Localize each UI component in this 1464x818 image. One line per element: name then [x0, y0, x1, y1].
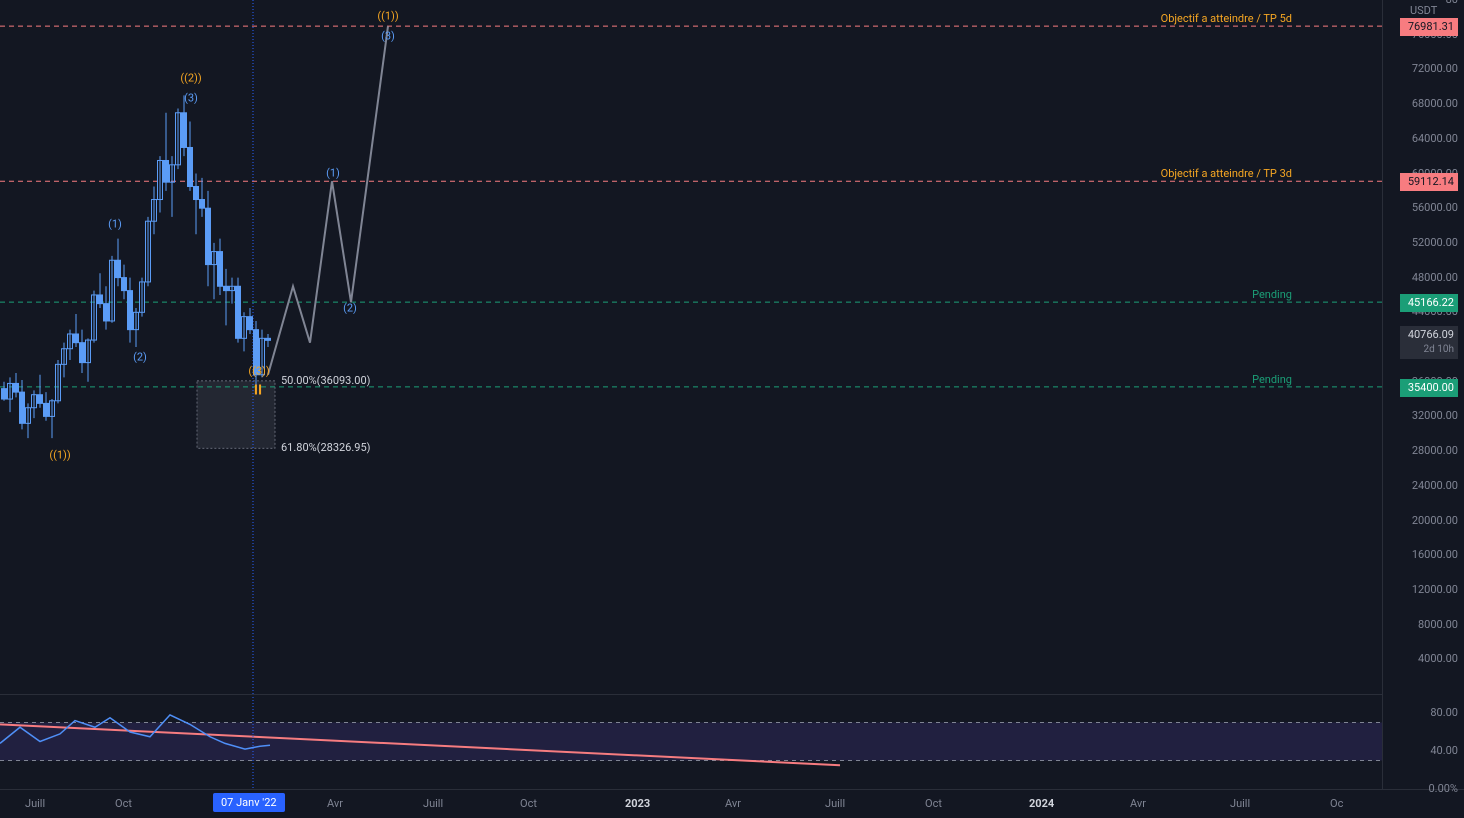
time-tick: Avr [725, 797, 741, 810]
indicator-tick: 0.00% [1428, 782, 1458, 795]
price-tick: 80 [1446, 0, 1458, 6]
price-axis[interactable]: 4000.00 8000.00 12000.00 16000.00 20000.00 24… [1382, 0, 1464, 694]
price-tick: 20000.00 [1412, 514, 1458, 527]
indicator-tick: 40.00 [1430, 744, 1458, 757]
price-tick: 72000.00 [1412, 62, 1458, 75]
price-tick: 4000.00 [1418, 652, 1458, 665]
svg-text:II: II [254, 383, 262, 399]
price-tag: 40766.092d 10h [1400, 326, 1458, 359]
time-tick: Avr [327, 797, 343, 810]
price-tag: 59112.14 [1400, 173, 1458, 191]
time-tick: Juill [423, 797, 443, 810]
price-tick: 12000.00 [1412, 583, 1458, 596]
price-tick: 8000.00 [1418, 618, 1458, 631]
time-tick: Juill [1230, 797, 1250, 810]
price-tick: 52000.00 [1412, 236, 1458, 249]
time-tick: Oct [520, 797, 537, 810]
currency-badge: USDT [1406, 3, 1441, 18]
time-tick: Oct [925, 797, 942, 810]
time-tick-active: 07 Janv '22 [213, 793, 285, 812]
price-tick: 32000.00 [1412, 409, 1458, 422]
indicator-pane[interactable] [0, 694, 1382, 789]
price-tick: 24000.00 [1412, 479, 1458, 492]
time-tick: Oc [1330, 797, 1343, 810]
price-tick: 68000.00 [1412, 97, 1458, 110]
price-tick: 48000.00 [1412, 271, 1458, 284]
price-tick: 56000.00 [1412, 201, 1458, 214]
price-tag: 45166.22 [1400, 294, 1458, 312]
main-price-chart[interactable]: II [0, 0, 1382, 694]
price-tick: 16000.00 [1412, 548, 1458, 561]
time-tick: Oct [115, 797, 132, 810]
indicator-axis[interactable]: 0.00%40.0080.00 [1382, 694, 1464, 789]
time-axis[interactable]: Juill Oct 07 Janv '22 Avr Juill Oct 2023 Avr Jui… [0, 789, 1464, 818]
time-tick: Avr [1130, 797, 1146, 810]
time-tick: Juill [25, 797, 45, 810]
time-tick: 2024 [1029, 797, 1054, 810]
price-tick: 28000.00 [1412, 444, 1458, 457]
time-tick: 2023 [625, 797, 650, 810]
time-tick: Juill [825, 797, 845, 810]
price-tick: 64000.00 [1412, 132, 1458, 145]
indicator-tick: 80.00 [1430, 706, 1458, 719]
price-tag: 76981.31 [1400, 18, 1458, 36]
price-tag: 35400.00 [1400, 379, 1458, 397]
